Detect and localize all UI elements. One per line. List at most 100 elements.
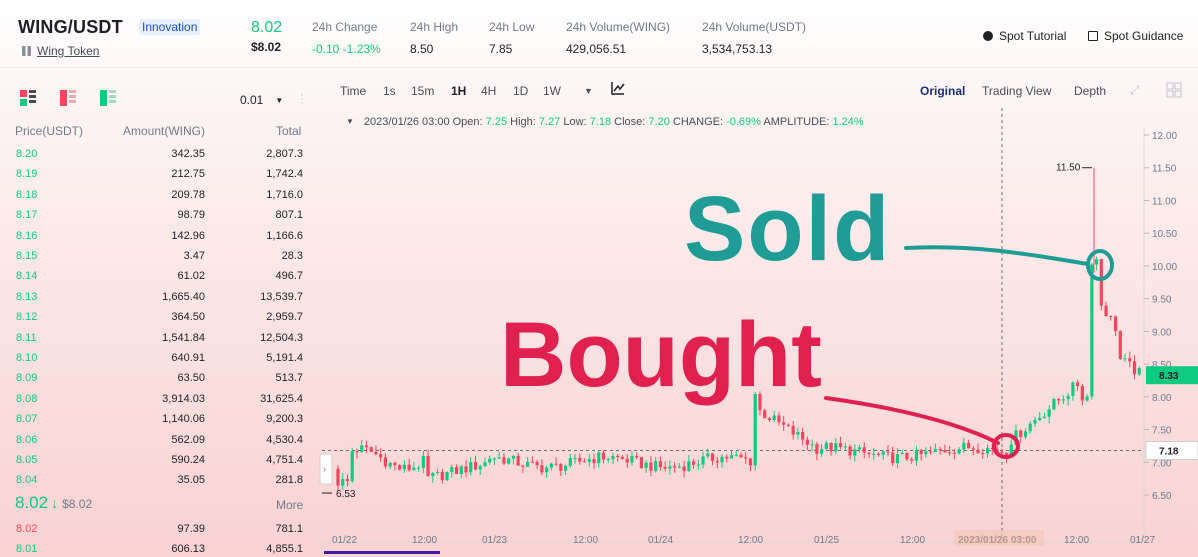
candle-body [1099,259,1103,306]
mid-price: 8.02 ↓ $8.02 [15,493,93,512]
view-trading-view[interactable]: Trading View [982,84,1052,98]
ask-row[interactable]: 8.15 3.47 28.3 [0,250,318,270]
candle-body [1118,331,1122,359]
ask-row[interactable]: 8.08 3,914.03 31,625.4 [0,393,318,413]
ask-row[interactable]: 8.20 342.35 2,807.3 [0,148,318,168]
orderbook-bids-icon[interactable] [100,90,116,106]
candle-body [431,473,435,477]
candle-body [587,459,591,462]
more-options-icon[interactable]: · · · [300,87,304,109]
x-tick-label: 12:00 [1064,535,1089,546]
candle-body [710,453,715,461]
candle-body [748,458,753,466]
precision-select[interactable]: 0.01 ▼ [240,93,284,107]
bid-total: 781.1 [275,523,303,535]
innovation-badge[interactable]: Innovation [139,19,201,35]
candle-body [763,410,767,419]
y-tick-label: 7.00 [1152,458,1172,469]
scroll-indicator [324,551,440,554]
spot-tutorial-link[interactable]: Spot Tutorial [983,29,1066,43]
view-depth[interactable]: Depth [1074,84,1107,98]
market-header: WING/USDT Innovation Wing Token 8.02 $8.… [0,0,1198,68]
ask-row[interactable]: 8.16 142.96 1,166.6 [0,230,318,250]
candle-body [592,459,596,464]
crosshair-price-tag [1145,440,1198,460]
ask-row[interactable]: 8.05 590.24 4,751.4 [0,454,318,474]
more-link[interactable]: More [276,498,304,512]
ask-price: 8.13 [16,290,38,303]
ask-price: 8.18 [16,188,38,201]
ask-row[interactable]: 8.09 63.50 513.7 [0,372,318,392]
ask-row[interactable]: 8.13 1,665.40 13,539.7 [0,291,318,311]
ask-price: 8.20 [16,148,38,160]
ask-row[interactable]: 8.04 35.05 281.8 [0,474,318,494]
ask-price: 8.15 [16,250,38,262]
bid-row[interactable]: 8.01 606.13 4,855.1 [0,543,318,557]
candle-body [971,448,975,450]
candlestick-chart[interactable]: 12.00 11.50 11.00 10.50 10.00 9.50 9.00 8.50 8.0… [318,68,1198,557]
ask-row[interactable]: 8.06 562.09 4,530.4 [0,434,318,454]
orderbook-asks-icon[interactable] [60,90,76,106]
high-marker-label: 11.50 [1056,163,1081,174]
timeframe-more-caret-icon[interactable]: ▼ [584,86,593,96]
ask-row[interactable]: 8.11 1,541.84 12,504.3 [0,332,318,352]
ask-total: 1,166.6 [266,229,303,242]
candle-body [435,471,440,474]
ask-row[interactable]: 8.07 1,140.06 9,200.3 [0,413,318,433]
timeframe-time[interactable]: Time [340,84,367,98]
candle-body [985,447,990,454]
candle-body [725,456,729,459]
timeframe-15m[interactable]: 15m [411,84,435,98]
candle-body [559,464,563,471]
spot-guidance-link[interactable]: Spot Guidance [1088,29,1183,43]
candle-body [782,422,786,425]
candle-body [943,449,947,453]
y-tick-label: 10.50 [1152,229,1177,240]
ask-row[interactable]: 8.17 98.79 807.1 [0,209,318,229]
view-original[interactable]: Original [920,84,966,98]
ask-total: 1,742.4 [266,168,303,181]
play-icon [983,31,993,41]
candle-body [834,443,838,452]
ask-amount: 212.75 [171,168,205,181]
collapse-triangle-icon[interactable]: ▼ [346,117,354,126]
timeframe-1s[interactable]: 1s [383,84,396,98]
bid-row[interactable]: 8.02 97.39 781.1 [0,523,318,543]
candle-body [1085,396,1089,401]
timeframe-1d[interactable]: 1D [513,84,529,98]
candle-body [417,467,421,469]
candle-body [1128,358,1132,362]
ask-row[interactable]: 8.19 212.75 1,742.4 [0,168,318,188]
ask-total: 513.7 [275,372,303,385]
indicator-icon[interactable] [611,81,625,98]
layout-grid-icon[interactable] [1166,82,1182,101]
caret-down-icon: ▼ [275,96,284,105]
ask-row[interactable]: 8.18 209.78 1,716.0 [0,189,318,209]
candle-body [857,447,862,450]
candle-body [891,452,895,464]
ask-row[interactable]: 8.14 61.02 496.7 [0,270,318,290]
y-tick-label: 7.50 [1152,426,1172,437]
candle-body [862,447,866,453]
candle-body [1132,361,1137,375]
candle-body [554,463,558,465]
candle-body [369,447,373,452]
timeframe-1w[interactable]: 1W [543,84,561,98]
ask-row[interactable]: 8.10 640.91 5,191.4 [0,352,318,372]
x-tick-label: 12:00 [573,535,598,546]
fullscreen-icon[interactable]: ⤢ [1130,83,1140,97]
orderbook-both-icon[interactable] [20,90,36,106]
stat-24h-volume-usdt: 24h Volume(USDT) 3,534,753.13 [702,20,807,56]
candle-body [910,459,914,461]
timeframe-1h[interactable]: 1H [451,84,467,98]
bid-price: 8.02 [16,523,38,535]
token-name: Wing Token [37,44,100,58]
candle-body [701,456,705,465]
candle-body [388,462,392,467]
ask-row[interactable]: 8.12 364.50 2,959.7 [0,311,318,331]
timeframe-4h[interactable]: 4H [481,84,497,98]
ask-amount: 3.47 [183,250,205,262]
candle-body [843,446,847,448]
token-link[interactable]: Wing Token [22,44,99,58]
ask-amount: 364.50 [171,311,205,324]
